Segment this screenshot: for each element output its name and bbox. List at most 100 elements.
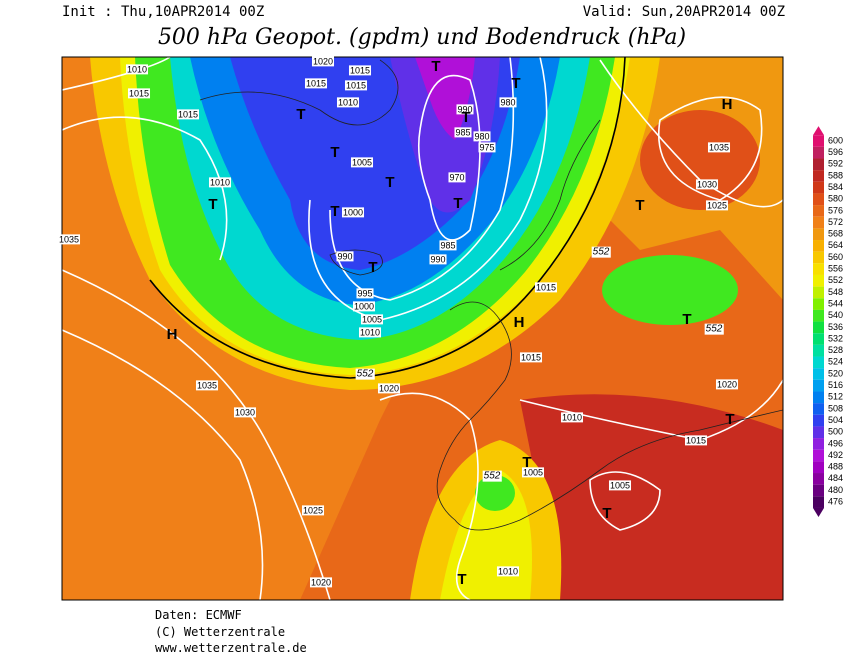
legend-swatch xyxy=(813,263,824,275)
isobar-label-box xyxy=(496,566,520,577)
isobar-label: 990 xyxy=(430,254,445,264)
isobar-label-box xyxy=(301,505,325,516)
legend-label: 484 xyxy=(828,473,843,483)
isobar-label-box xyxy=(454,127,472,138)
isobar-label-box xyxy=(429,254,447,265)
legend-swatch xyxy=(813,484,824,497)
legend-label: 548 xyxy=(828,287,843,297)
isobar-label-box xyxy=(309,577,333,588)
isobar-label: 1035 xyxy=(709,142,729,152)
legend-swatch xyxy=(813,368,824,380)
isobar-label-box xyxy=(439,240,457,251)
height-label: 552 xyxy=(357,369,374,380)
legend-label: 480 xyxy=(828,485,843,495)
map-frame xyxy=(61,56,784,601)
isobar-label-box xyxy=(534,282,558,293)
pressure-center: T xyxy=(725,411,734,428)
isobar-label-box xyxy=(125,64,149,75)
isobar-label-box xyxy=(127,88,151,99)
pressure-center: T xyxy=(385,174,394,191)
isobar-label: 1010 xyxy=(360,327,380,337)
isobar-label: 1015 xyxy=(521,352,541,362)
legend-swatch xyxy=(813,379,824,392)
isobar-label-box xyxy=(304,78,328,89)
isobar-label: 1010 xyxy=(338,97,358,107)
isobar-label-box xyxy=(499,97,517,108)
isobar-label-box xyxy=(336,97,360,108)
legend-label: 552 xyxy=(828,275,843,285)
legend-swatch xyxy=(813,426,824,439)
pressure-center: T xyxy=(368,259,377,276)
isobar-label: 985 xyxy=(440,240,455,250)
isobar-label: 1010 xyxy=(562,412,582,422)
isobar-label: 1015 xyxy=(686,435,706,445)
isobar-label: 1020 xyxy=(379,383,399,393)
isobar-label: 1015 xyxy=(536,282,556,292)
isobar-label-box xyxy=(57,234,81,245)
map-labels: 1010 1015 1015 1010 1020 1015 1015 1015 1010 1005… xyxy=(57,56,739,588)
pressure-center: H xyxy=(167,326,178,343)
isobar-label-box xyxy=(705,200,729,211)
legend-swatch xyxy=(813,461,824,474)
isobar-label-box xyxy=(350,157,374,168)
legend-label: 528 xyxy=(828,345,843,355)
pressure-center: T xyxy=(682,311,691,328)
isobar-label: 1030 xyxy=(235,407,255,417)
legend-swatch xyxy=(813,403,824,415)
pressure-center: T xyxy=(461,109,470,126)
init-time: Init : Thu,10APR2014 00Z xyxy=(62,4,264,20)
legend-swatch xyxy=(813,344,824,357)
map-title: 500 hPa Geopot. (gpdm) und Bodendruck (h… xyxy=(158,25,686,50)
legend-label: 476 xyxy=(828,497,843,507)
isobar-label: 1030 xyxy=(697,179,717,189)
legend-swatch xyxy=(813,438,824,450)
isobar-label: 1035 xyxy=(59,234,79,244)
legend-swatch xyxy=(813,193,824,206)
isobar-label-box xyxy=(707,142,731,153)
legend-swatch xyxy=(813,449,824,462)
footer-url: www.wetterzentrale.de xyxy=(155,641,307,655)
isobar-label: 1020 xyxy=(313,56,333,66)
legend-label: 516 xyxy=(828,380,843,390)
isobar-label: 1015 xyxy=(346,80,366,90)
legend-label: 544 xyxy=(828,298,843,308)
legend-swatch xyxy=(813,205,824,217)
legend-label: 588 xyxy=(828,170,843,180)
legend-swatch xyxy=(813,391,824,404)
isobar-label-box xyxy=(341,207,365,218)
isobar-label-box xyxy=(336,251,354,262)
legend-swatch xyxy=(813,496,824,508)
isobar-label-box xyxy=(695,179,719,190)
isobar-label: 1005 xyxy=(362,314,382,324)
pressure-center: T xyxy=(457,571,466,588)
legend-swatch xyxy=(813,181,824,194)
pressure-center: T xyxy=(296,106,305,123)
legend-swatch xyxy=(813,286,824,299)
isobar-label: 1015 xyxy=(350,65,370,75)
legend-swatch xyxy=(813,158,824,171)
isobar-label: 1000 xyxy=(343,207,363,217)
legend-label: 584 xyxy=(828,182,843,192)
isobar-label: 1025 xyxy=(303,505,323,515)
isobar-label-box xyxy=(344,80,368,91)
footer-copyright: (C) Wetterzentrale xyxy=(155,625,285,639)
isobar-label: 1020 xyxy=(311,577,331,587)
legend-arrow-bottom xyxy=(813,507,824,517)
isobar-label: 1035 xyxy=(197,380,217,390)
isobar-label: 1005 xyxy=(352,157,372,167)
legend-swatch xyxy=(813,321,824,334)
isobar-label: 1010 xyxy=(127,64,147,74)
legend-swatch xyxy=(813,356,824,369)
legend-label: 572 xyxy=(828,217,843,227)
height-label-box xyxy=(704,323,724,335)
isobar-label-box xyxy=(377,383,401,394)
legend-label: 580 xyxy=(828,194,843,204)
legend-swatch xyxy=(813,146,824,159)
legend-label: 512 xyxy=(828,392,843,402)
height-label: 552 xyxy=(706,324,723,335)
isobar-label-box xyxy=(456,104,474,115)
map-field xyxy=(62,57,783,600)
isobar-label: 1015 xyxy=(306,78,326,88)
legend-label: 508 xyxy=(828,403,843,413)
